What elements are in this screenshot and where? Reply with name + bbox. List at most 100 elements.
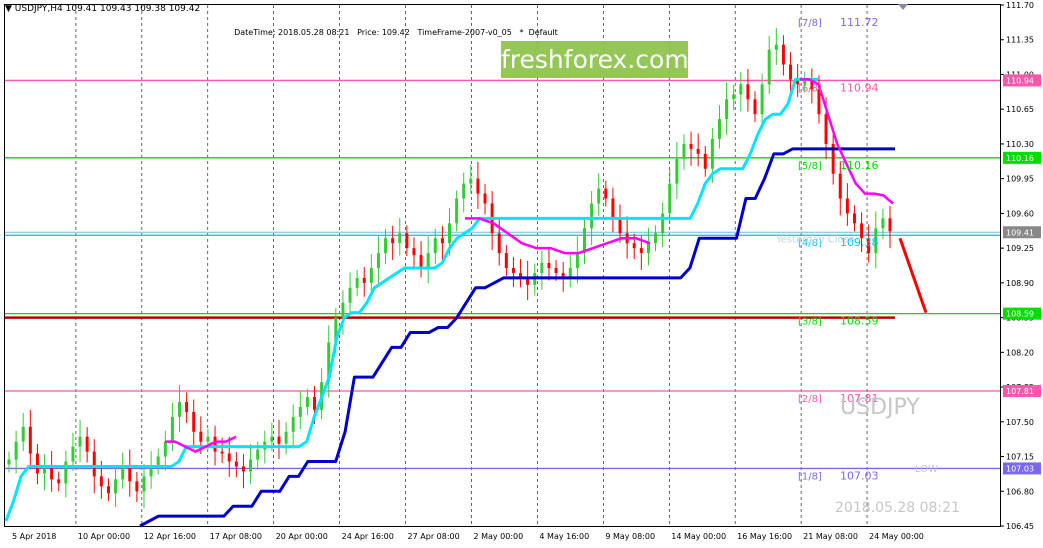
- candle-body: [327, 342, 331, 383]
- candle-body: [796, 79, 800, 85]
- x-tick-label: 12 Apr 16:00: [144, 532, 196, 541]
- x-tick-label: 21 May 08:00: [803, 532, 858, 541]
- candle-body: [582, 228, 586, 254]
- candle-body: [57, 479, 61, 484]
- candle-body: [817, 89, 821, 115]
- x-tick-label: 27 Apr 08:00: [408, 532, 460, 541]
- murrey-level-value: 107.03: [840, 469, 879, 482]
- candle-body: [185, 401, 189, 412]
- candle-body: [362, 277, 366, 283]
- candle-body: [753, 99, 757, 115]
- candle-body: [277, 436, 281, 444]
- candle-body: [874, 228, 878, 254]
- murrey-level-value: 110.94: [840, 81, 879, 94]
- x-tick-label: 17 Apr 08:00: [210, 532, 262, 541]
- candle-body: [163, 441, 167, 457]
- price-tag-text: 107.81: [1006, 387, 1034, 396]
- candle-body: [21, 426, 25, 442]
- candle-body: [547, 263, 551, 268]
- candle-body: [646, 243, 650, 254]
- chart-header: ▼ USDJPY,H4 109.41 109.43 109.38 109.42: [5, 4, 200, 14]
- y-tick-label: 106.80: [1006, 487, 1034, 496]
- candle-body: [43, 466, 47, 474]
- y-tick-label: 107.50: [1006, 418, 1034, 427]
- x-tick-label: 24 May 00:00: [869, 532, 924, 541]
- price-tag: [1003, 385, 1041, 398]
- x-tick-label: 16 May 16:00: [737, 532, 792, 541]
- candle-body: [149, 466, 153, 477]
- x-tick-label: 14 May 00:00: [671, 532, 726, 541]
- scroll-marker-icon[interactable]: [898, 4, 908, 10]
- candle-body: [852, 213, 856, 224]
- candle-body: [412, 248, 416, 256]
- candle-body: [725, 99, 729, 120]
- ohlc-values: 109.41 109.43 109.38 109.42: [65, 4, 201, 14]
- price-tag-text: 110.94: [1006, 76, 1034, 85]
- murrey-level-value: 108.59: [840, 315, 879, 328]
- candle-body: [511, 267, 515, 273]
- candle-body: [156, 456, 160, 467]
- x-tick-label: 9 May 08:00: [605, 532, 655, 541]
- candle-body: [284, 431, 288, 444]
- candle-body: [774, 44, 778, 50]
- candle-body: [739, 84, 743, 95]
- candle-body: [526, 277, 530, 285]
- vertical-grid: [75, 5, 868, 526]
- candle-body: [305, 396, 309, 407]
- magenta-trend-line: [465, 217, 651, 255]
- candle-body: [35, 453, 39, 474]
- candle-body: [632, 243, 636, 249]
- candle-body: [355, 277, 359, 288]
- candle-body: [838, 173, 842, 199]
- candle-body: [192, 411, 196, 432]
- candle-body: [213, 436, 217, 452]
- candle-body: [639, 248, 643, 254]
- collapse-arrow-icon[interactable]: ▼: [5, 4, 12, 14]
- brand-badge[interactable]: freshforex.com: [501, 41, 689, 78]
- candle-body: [483, 193, 487, 204]
- candle-body: [682, 143, 686, 159]
- price-tag-text: 108.59: [1006, 310, 1034, 319]
- candle-body: [92, 451, 96, 477]
- candle-body: [448, 223, 451, 244]
- murrey-level-value: 111.72: [840, 16, 879, 29]
- candle-body: [675, 158, 679, 184]
- murrey-level-value: 107.81: [840, 392, 879, 405]
- y-tick-label: 110.65: [1006, 105, 1034, 114]
- candle-body: [519, 272, 523, 278]
- candle-body: [426, 253, 430, 268]
- datetime-watermark: 2018.05.28 08:21: [835, 500, 960, 516]
- murrey-level-labels: [7/8] 111.72 [6/8] 110.94 [5/8] 110.16 [4/8] 10…: [775, 16, 879, 482]
- candle-body: [504, 253, 508, 268]
- y-tick-label: 111.70: [1006, 1, 1034, 10]
- candle-body: [590, 203, 594, 229]
- murrey-level-label: [2/8]: [798, 394, 822, 405]
- candle-body: [398, 233, 402, 244]
- candle-body: [298, 406, 302, 417]
- y-tick-label: 108.90: [1006, 279, 1034, 288]
- candle-body: [7, 459, 11, 465]
- candle-body: [206, 436, 210, 442]
- symbol-watermark: USDJPY: [840, 395, 920, 420]
- y-tick-label: 107.15: [1006, 453, 1034, 462]
- candle-body: [760, 84, 764, 115]
- candle-body: [554, 267, 558, 273]
- candle-body: [178, 401, 182, 417]
- candle-body: [369, 267, 373, 283]
- candle-body: [781, 44, 785, 65]
- candle-body: [767, 49, 771, 85]
- candle-body: [860, 223, 864, 239]
- candle-body: [611, 198, 615, 219]
- candle-body: [121, 466, 125, 480]
- candle-body: [433, 238, 437, 254]
- candle-body: [199, 431, 203, 442]
- candle-body: [391, 238, 395, 244]
- price-tag: [1003, 307, 1041, 320]
- time-axis: 5 Apr 2018 10 Apr 00:00 12 Apr 16:00 17 Apr…: [12, 532, 924, 541]
- candle-body: [810, 79, 814, 90]
- candle-body: [376, 253, 380, 268]
- candle-body: [888, 218, 892, 232]
- candle-body: [241, 466, 245, 472]
- forecast-line: [898, 237, 928, 314]
